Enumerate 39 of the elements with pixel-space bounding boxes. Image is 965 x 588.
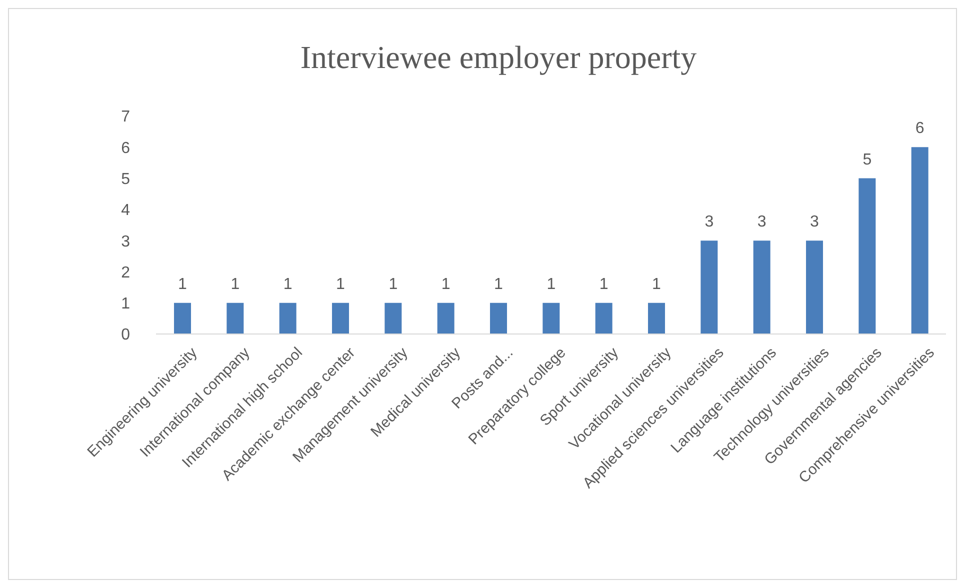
y-tick-label: 6 — [121, 140, 130, 157]
data-label: 1 — [388, 276, 398, 293]
bar — [700, 240, 718, 334]
data-label: 1 — [546, 276, 556, 293]
bar — [490, 302, 507, 334]
data-label: 1 — [494, 276, 504, 293]
bar — [595, 302, 612, 334]
data-label: 5 — [862, 151, 872, 168]
data-label: 3 — [757, 214, 766, 231]
bar — [806, 240, 823, 334]
data-label: 1 — [336, 276, 346, 293]
bar — [226, 302, 244, 334]
bar — [858, 178, 876, 334]
y-tick-label: 0 — [121, 326, 130, 344]
data-label: 3 — [810, 214, 820, 231]
data-label: 1 — [441, 276, 450, 293]
bar — [542, 302, 560, 334]
y-tick-label: 2 — [121, 264, 130, 282]
data-label: 3 — [704, 214, 714, 231]
y-tick-label: 4 — [121, 202, 130, 220]
bar — [753, 240, 770, 334]
chart-title: Interviewee employer property — [299, 39, 698, 76]
data-label: 1 — [283, 276, 292, 293]
data-label: 1 — [652, 276, 662, 293]
data-label: 1 — [599, 276, 608, 293]
y-tick-label: 7 — [121, 108, 130, 126]
bar — [174, 302, 191, 334]
bar — [279, 302, 296, 334]
y-tick-label: 1 — [121, 296, 130, 313]
data-label: 1 — [230, 276, 240, 293]
bar — [437, 302, 454, 334]
bar — [911, 147, 928, 334]
bar — [332, 302, 349, 334]
data-label: 6 — [915, 120, 924, 138]
data-label: 1 — [178, 276, 188, 293]
y-tick-label: 5 — [121, 170, 130, 188]
bar — [384, 302, 402, 334]
y-tick-label: 3 — [121, 233, 130, 250]
bar — [648, 302, 665, 334]
